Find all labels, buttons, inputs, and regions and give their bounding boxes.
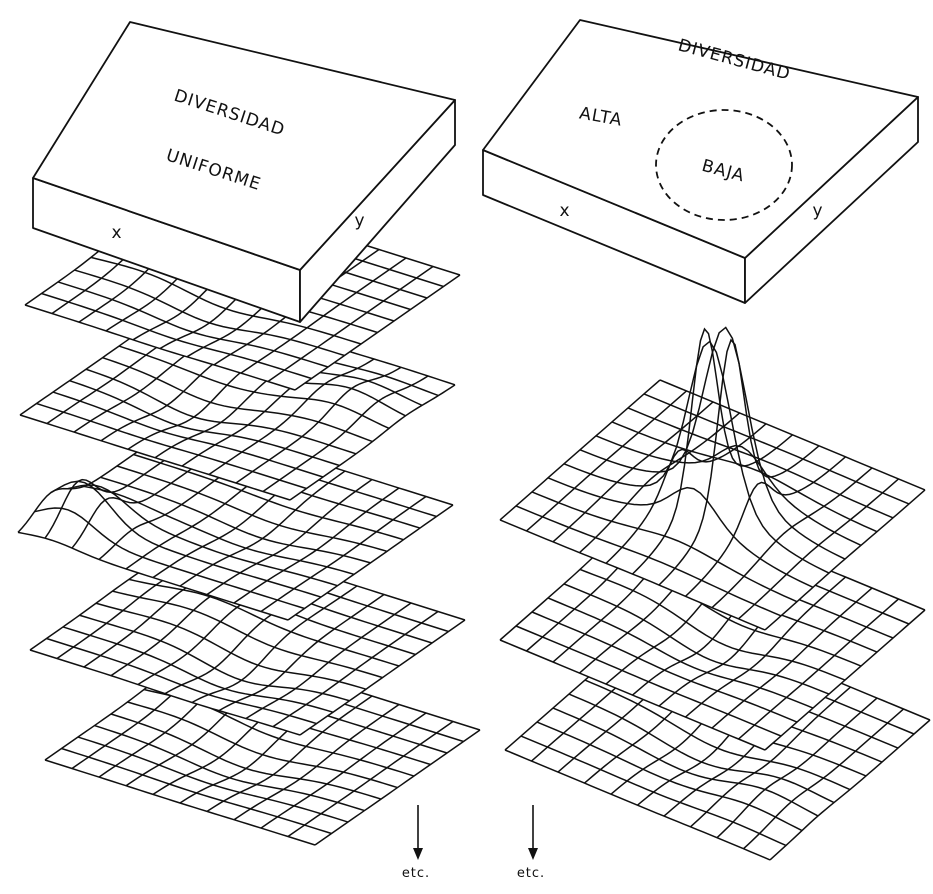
axis-label: x: [111, 223, 122, 243]
diagram: DIVERSIDAD UNIFORME x y DIVERSIDAD ALTA …: [0, 0, 933, 894]
etc-label: etc.: [517, 866, 545, 881]
etc-label: etc.: [402, 866, 430, 881]
axis-label: x: [559, 201, 570, 221]
axis-label: y: [812, 201, 823, 221]
axis-label: y: [354, 211, 365, 231]
